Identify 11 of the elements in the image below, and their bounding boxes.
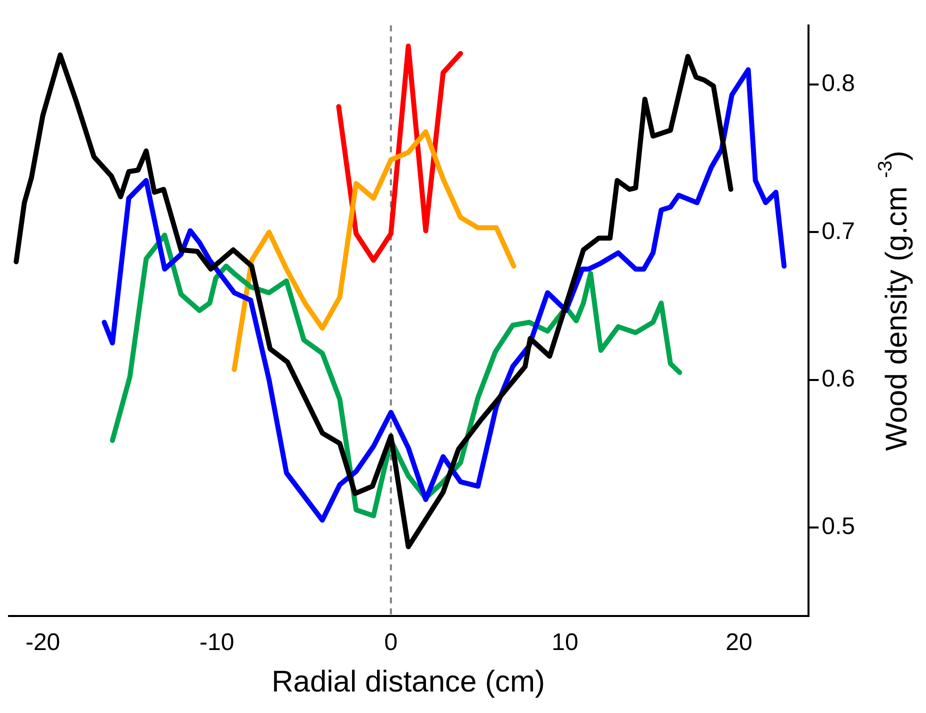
x-axis-title: Radial distance (cm) bbox=[272, 665, 546, 698]
x-tick-label: 20 bbox=[726, 629, 752, 656]
y-tick-label: 0.8 bbox=[822, 70, 856, 98]
x-tick-label: -20 bbox=[25, 629, 60, 656]
x-tick-label: 0 bbox=[384, 629, 398, 656]
y-tick-label: 0.6 bbox=[822, 366, 856, 393]
x-tick-label: 10 bbox=[552, 629, 578, 656]
y-tick-label: 0.7 bbox=[822, 218, 856, 245]
x-tick-label: -10 bbox=[200, 629, 234, 656]
y-axis-title: Wood density (g.cm -3) bbox=[874, 150, 914, 451]
y-tick-label: 0.5 bbox=[822, 513, 856, 540]
